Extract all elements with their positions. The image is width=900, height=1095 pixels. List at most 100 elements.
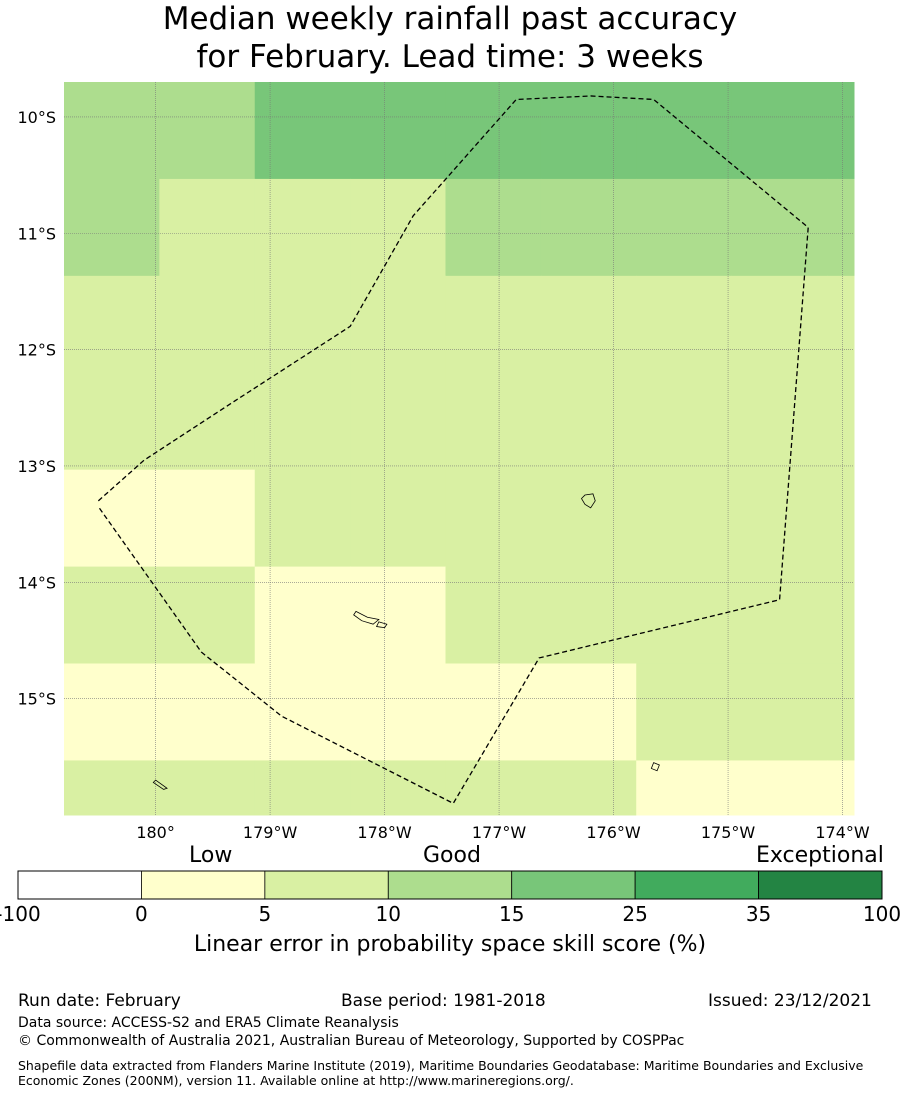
grid-cell [445,663,542,761]
grid-cell [64,760,160,816]
grid-cell [64,566,160,665]
colorbar-tick-label: 25 [622,902,648,926]
colorbar [17,870,883,900]
longitude-label: 174°W [815,823,870,842]
map-title: Median weekly rainfall past accuracy for… [0,0,900,76]
graticule [64,82,854,815]
grid-cell [731,275,828,374]
grid-cell [350,566,446,665]
grid-cell [350,82,446,180]
grid-cell [731,372,828,471]
category-good: Good [423,843,481,868]
longitude-label: 175°W [701,823,756,842]
grid-cell [159,372,256,471]
grid-cell [350,372,446,471]
island-outline [353,610,380,625]
colorbar-segment [634,870,759,900]
grid-cell [636,82,733,180]
grid-cell [636,760,733,816]
colorbar-tick-label: 100 [862,902,900,926]
colorbar-segment [511,870,636,900]
grid-cell [826,469,855,568]
title-line-1: Median weekly rainfall past accuracy [162,1,738,37]
grid-cell [445,760,542,816]
grid-cell [540,82,637,180]
grid-cell [636,178,733,277]
colorbar-segment [264,870,389,900]
longitude-label: 178°W [357,823,412,842]
grid-cell [445,372,542,471]
grid-cell [445,178,542,277]
grid-cell [540,760,637,816]
grid-cell [64,275,160,374]
colorbar-tick-label: 10 [375,902,402,926]
longitude-labels: 180° 179°W 178°W 177°W 176°W 175°W 174°W [136,823,870,842]
grid-cell [445,82,542,180]
grid-cell [64,663,160,761]
grid-cell [159,82,256,180]
grid-cell [731,469,828,568]
grid-cell [159,469,256,568]
grid-cell [254,275,351,374]
grid-cell [350,469,446,568]
longitude-label: 180° [136,823,175,842]
grid-cell [254,82,351,180]
grid-cell [159,178,256,277]
latitude-label: 10°S [17,108,56,127]
colorbar-segment [387,870,513,900]
base-period: Base period: 1981-2018 [341,991,546,1011]
grid-cell [636,372,733,471]
category-low: Low [189,843,233,868]
colorbar-tick-label: 5 [258,902,272,926]
grid-cell [826,275,855,374]
skill-map: 180° 179°W 178°W 177°W 176°W 175°W 174°W 10°S 1… [17,82,883,900]
grid-cell [64,82,160,180]
grid-cell [64,178,160,277]
grid-cell [540,275,637,374]
grid-cell [731,566,828,665]
longitude-label: 179°W [243,823,298,842]
grid-cell [350,178,446,277]
grid-cell [350,663,446,761]
island-outline [375,621,388,629]
latitude-label: 15°S [17,690,56,709]
grid-cell [731,82,828,180]
grid-cell [254,663,351,761]
data-source: Data source: ACCESS-S2 and ERA5 Climate … [18,1015,399,1031]
grid-cell [826,566,855,665]
grid-cell [445,275,542,374]
grid-cell [731,663,828,761]
grid-cell [826,372,855,471]
grid-cell [254,566,351,665]
issued-date: Issued: 23/12/2021 [708,991,872,1011]
grid-cell [159,663,256,761]
latitude-labels: 10°S 11°S 12°S 13°S 14°S 15°S [17,108,56,709]
grid-cell [445,566,542,665]
latitude-label: 14°S [17,573,56,592]
grid-cell [731,760,828,816]
colorbar-frame [17,870,883,900]
longitude-label: 176°W [586,823,641,842]
grid-cell [350,760,446,816]
grid-cell [540,178,637,277]
grid-cell [636,275,733,374]
title-line-2: for February. Lead time: 3 weeks [196,39,704,75]
grid-cell [254,469,351,568]
grid-cell [731,178,828,277]
skill-grid [64,82,855,816]
colorbar-title: Linear error in probability space skill … [193,932,707,957]
grid-cell [826,178,855,277]
grid-cell [254,372,351,471]
copyright: © Commonwealth of Australia 2021, Austra… [18,1033,685,1049]
grid-cell [159,275,256,374]
colorbar-tick-label: -100 [0,902,41,926]
latitude-label: 11°S [17,224,56,243]
grid-cell [159,566,256,665]
grid-cell [64,469,160,568]
longitude-label: 177°W [472,823,527,842]
grid-cell [826,82,855,180]
colorbar-segment [141,870,266,900]
eez-boundary [97,95,809,805]
grid-cell [636,566,733,665]
grid-cell [826,663,855,761]
